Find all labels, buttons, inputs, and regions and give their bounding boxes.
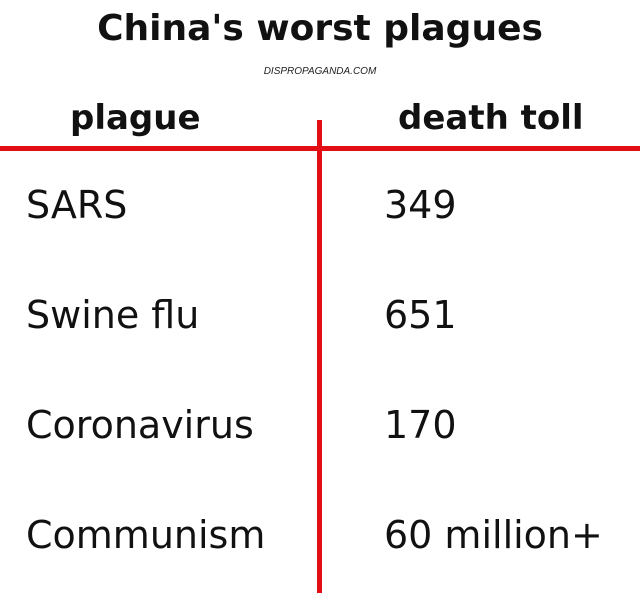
plague-cell: Communism <box>26 513 266 557</box>
death-toll-cell: 349 <box>384 183 457 227</box>
column-header-death-toll: death toll <box>398 98 584 138</box>
death-toll-cell: 651 <box>384 293 457 337</box>
death-toll-cell: 60 million+ <box>384 513 603 557</box>
column-divider <box>317 120 322 593</box>
plague-cell: Coronavirus <box>26 403 254 447</box>
plague-cell: SARS <box>26 183 128 227</box>
page-title: China's worst plagues <box>97 8 543 49</box>
death-toll-cell: 170 <box>384 403 457 447</box>
column-header-plague: plague <box>70 98 201 138</box>
source-credit: DISPROPAGANDA.COM <box>263 66 377 77</box>
plague-cell: Swine flu <box>26 293 200 337</box>
